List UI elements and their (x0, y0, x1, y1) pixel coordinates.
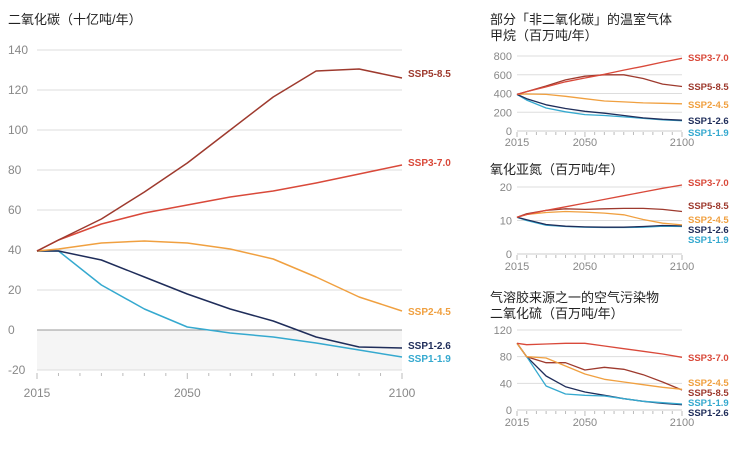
series-label-ssp1-1.9: SSP1-1.9 (688, 128, 729, 139)
series-label-ssp5-8.5: SSP5-8.5 (688, 82, 729, 93)
y-tick-label: 0 (506, 126, 512, 138)
x-tick-label: 2100 (670, 261, 694, 273)
series-label-ssp3-7.0: SSP3-7.0 (408, 158, 451, 169)
x-tick-label: 2015 (24, 386, 51, 400)
series-label-ssp3-7.0: SSP3-7.0 (688, 53, 729, 64)
y-tick-label: 100 (8, 123, 28, 137)
y-tick-label: 20 (8, 283, 22, 297)
y-tick-label: 60 (8, 203, 22, 217)
y-tick-label: 600 (494, 70, 512, 82)
series-line-ssp1-2.6 (516, 93, 683, 121)
series-line-ssp3-7.0 (36, 164, 403, 252)
series-label-ssp2-4.5: SSP2-4.5 (688, 215, 729, 226)
series-line-ssp2-4.5 (36, 240, 403, 312)
series-label-ssp3-7.0: SSP3-7.0 (688, 178, 729, 189)
series-line-ssp3-7.0 (516, 184, 683, 218)
n2o-chart-title: 氧化亚氮（百万吨/年） (490, 162, 624, 177)
negative-region (37, 330, 402, 370)
y-tick-label: 10 (500, 216, 512, 228)
series-line-ssp2-4.5 (516, 342, 683, 390)
x-tick-label: 2100 (670, 137, 694, 149)
series-line-ssp5-8.5 (36, 68, 403, 252)
series-line-ssp3-7.0 (516, 342, 683, 358)
x-tick-label: 2015 (505, 261, 529, 273)
series-label-ssp2-4.5: SSP2-4.5 (408, 307, 451, 318)
y-tick-label: 200 (494, 107, 512, 119)
series-label-ssp1-1.9: SSP1-1.9 (688, 398, 729, 409)
y-tick-label: 140 (8, 43, 28, 57)
series-line-ssp2-4.5 (516, 210, 683, 226)
series-line-ssp5-8.5 (516, 74, 683, 96)
y-tick-label: 0 (8, 323, 15, 337)
y-tick-label: 400 (494, 89, 512, 101)
y-tick-label: 800 (494, 51, 512, 63)
x-tick-label: 2100 (389, 386, 416, 400)
series-label-ssp2-4.5: SSP2-4.5 (688, 100, 729, 111)
series-label-ssp5-8.5: SSP5-8.5 (408, 69, 451, 80)
series-line-ssp1-2.6 (516, 216, 683, 228)
y-tick-label: 40 (8, 243, 22, 257)
y-tick-label: 20 (500, 182, 512, 194)
series-label-ssp1-1.9: SSP1-1.9 (408, 354, 451, 365)
series-line-ssp1-1.9 (516, 93, 683, 122)
series-label-ssp1-2.6: SSP1-2.6 (688, 225, 729, 236)
y-tick-label: 80 (500, 352, 512, 364)
so2-chart-title: 气溶胶来源之一的空气污染物 二氧化硫（百万吨/年） (490, 290, 660, 321)
x-tick-label: 2015 (505, 137, 529, 149)
x-tick-label: 2050 (573, 417, 597, 429)
series-line-ssp2-4.5 (516, 93, 683, 105)
series-label-ssp5-8.5: SSP5-8.5 (688, 201, 729, 212)
y-tick-label: 0 (506, 249, 512, 261)
x-tick-label: 2050 (174, 386, 201, 400)
x-tick-label: 2100 (670, 417, 694, 429)
series-label-ssp1-1.9: SSP1-1.9 (688, 235, 729, 246)
y-tick-label: 80 (8, 163, 22, 177)
series-label-ssp1-2.6: SSP1-2.6 (688, 408, 729, 419)
series-line-ssp3-7.0 (516, 57, 683, 96)
series-line-ssp1-2.6 (37, 250, 403, 349)
y-tick-label: 0 (506, 405, 512, 417)
co2-chart: 140 120 100 80 60 40 20 0 -20 2015 2050 2100 SSP5-8.… (8, 43, 451, 400)
series-label-ssp1-2.6: SSP1-2.6 (688, 116, 729, 127)
series-label-ssp3-7.0: SSP3-7.0 (688, 353, 729, 364)
x-tick-label: 2050 (573, 137, 597, 149)
y-tick-label: 40 (500, 378, 512, 390)
series-line-ssp1-1.9 (37, 250, 403, 358)
x-tick-label: 2050 (573, 261, 597, 273)
y-tick-label: 120 (494, 325, 512, 337)
series-label-ssp5-8.5: SSP5-8.5 (688, 388, 729, 399)
x-tick-label: 2015 (505, 417, 529, 429)
series-label-ssp2-4.5: SSP2-4.5 (688, 378, 729, 389)
y-tick-label: -20 (8, 363, 26, 377)
series-line-ssp5-8.5 (516, 342, 683, 391)
series-label-ssp1-2.6: SSP1-2.6 (408, 341, 451, 352)
co2-chart-title: 二氧化碳（十亿吨/年） (8, 12, 142, 27)
methane-chart-title: 部分「非二氧化碳」的温室气体 甲烷（百万吨/年） (490, 12, 673, 43)
series-line-ssp1-1.9 (516, 342, 683, 405)
y-tick-label: 120 (8, 83, 28, 97)
